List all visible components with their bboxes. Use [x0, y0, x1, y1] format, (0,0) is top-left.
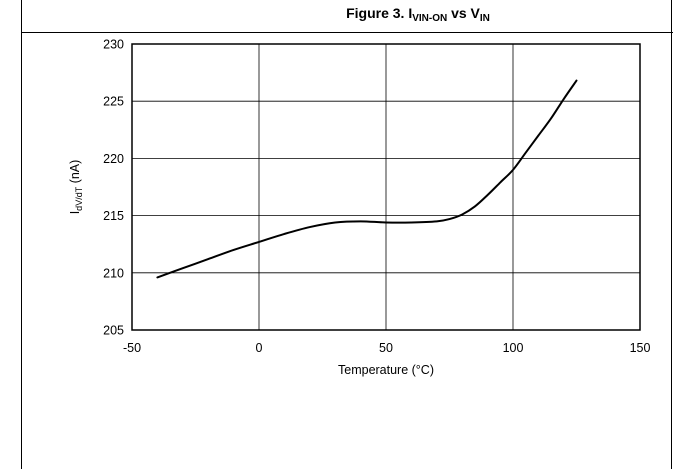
series-line	[156, 79, 578, 279]
y-tick-label: 220	[103, 152, 124, 166]
y-axis-label-main: I	[68, 211, 82, 214]
figure-title: Figure 3. IVIN-ON vs VIN	[346, 5, 490, 24]
figure-title-sub1: VIN-ON	[412, 13, 447, 24]
figure-title-sub2: IN	[480, 13, 490, 24]
y-axis-label-unit: (nA)	[68, 160, 82, 187]
x-tick-label: 100	[503, 341, 524, 355]
y-tick-label: 230	[103, 38, 124, 52]
x-tick-labels: -50 0 50 100 150	[123, 341, 651, 355]
x-tick-label: 150	[630, 341, 651, 355]
x-tick-label: -50	[123, 341, 141, 355]
y-tick-labels: 205 210 215 220 225 230	[103, 38, 124, 338]
figure-title-main: Figure 3. I	[346, 5, 412, 21]
x-axis-label: Temperature (°C)	[338, 363, 434, 377]
y-tick-label: 225	[103, 95, 124, 109]
y-tick-label: 210	[103, 266, 124, 280]
figure-title-vs: vs V	[447, 5, 480, 21]
y-tick-label: 205	[103, 324, 124, 338]
grid-lines	[132, 44, 640, 330]
x-tick-label: 0	[256, 341, 263, 355]
x-tick-label: 50	[379, 341, 393, 355]
plot-area-border	[131, 43, 641, 331]
y-axis-label: IdV/dT (nA)	[68, 160, 84, 215]
y-tick-label: 215	[103, 209, 124, 223]
y-axis-label-sub: dV/dT	[74, 186, 84, 211]
